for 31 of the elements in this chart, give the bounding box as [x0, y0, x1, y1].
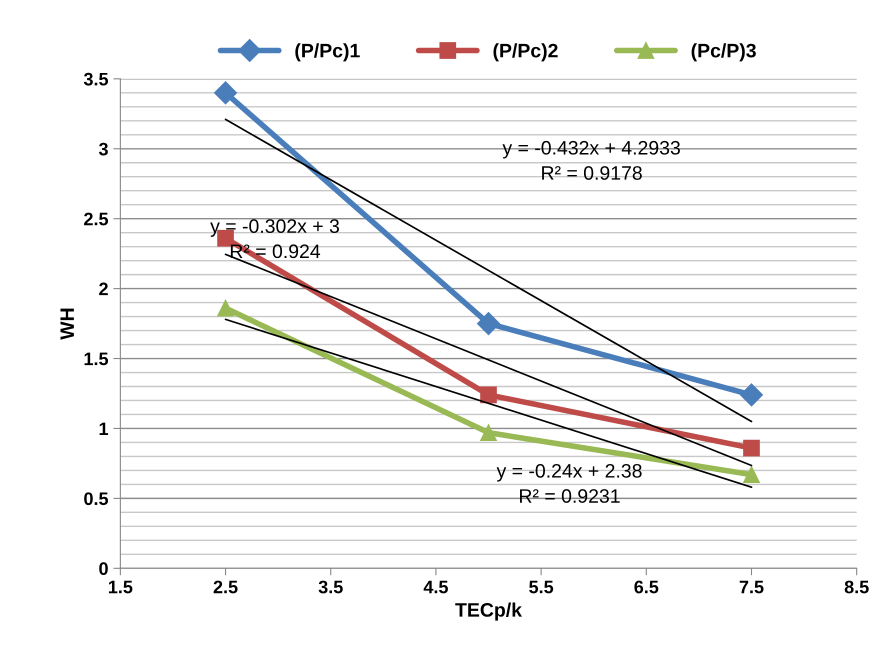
x-tick-label: 2.5	[214, 580, 238, 594]
x-tick-label: 5.5	[529, 580, 554, 594]
x-tick-label: 6.5	[634, 580, 658, 594]
point	[740, 383, 763, 406]
y-tick-label: 1.5	[84, 352, 108, 366]
y-tick-label: 0.5	[84, 492, 108, 506]
x-tick-label: 1.5	[108, 580, 132, 594]
annotation: y = -0.432x + 4.2933 R² = 0.9178	[502, 140, 680, 180]
x-axis-title: TECp/k	[455, 602, 522, 621]
y-tick-label: 1	[100, 422, 108, 435]
y-axis-title: WH	[60, 308, 74, 340]
point	[743, 440, 760, 456]
point	[743, 466, 760, 483]
y-tick-label: 0	[99, 562, 108, 576]
annotation: y = -0.24x + 2.38 R² = 0.9231	[496, 464, 642, 503]
point	[214, 81, 238, 104]
point	[477, 312, 500, 336]
legend-label: (P/Pc)1	[295, 43, 360, 62]
x-tick-label: 8.5	[844, 580, 869, 594]
point	[480, 424, 497, 441]
legend-label: (Pc/P)3	[692, 43, 756, 62]
point	[480, 386, 497, 404]
legend-label: (P/Pc)2	[493, 43, 558, 62]
x-tick-label: 7.5	[740, 580, 764, 594]
y-tick-label: 2	[99, 282, 108, 296]
y-tick-label: 2.5	[84, 212, 108, 226]
y-tick-label: 3	[98, 142, 108, 156]
x-tick-label: 3.5	[318, 580, 343, 594]
x-tick-label: 4.5	[424, 580, 448, 594]
y-tick-label: 3.5	[84, 72, 108, 86]
point	[217, 300, 234, 317]
